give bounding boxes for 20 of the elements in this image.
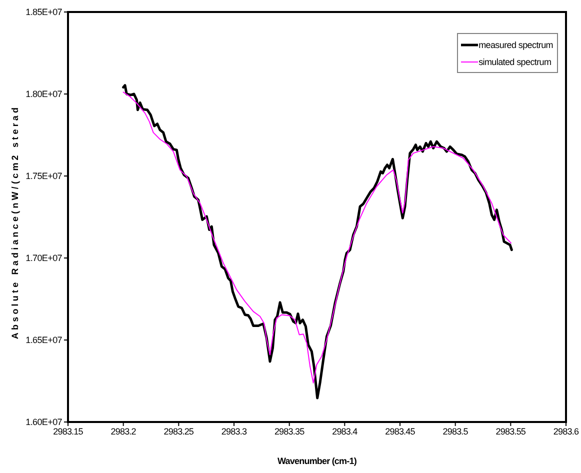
y-tick-label: 1.65E+07 xyxy=(26,335,62,346)
x-axis-title: Wavenumber (cm-1) xyxy=(278,456,357,466)
legend-label: measured spectrum xyxy=(478,40,553,50)
x-tick-label: 2983.4 xyxy=(332,426,358,436)
x-tick-label: 2983.3 xyxy=(221,426,247,436)
x-tick-label: 2983.35 xyxy=(274,426,305,436)
x-tick-label: 2983.6 xyxy=(553,426,579,436)
y-axis-title: Absolute Radiance(nW/(cm2 sterad xyxy=(10,104,20,340)
x-tick-label: 2983.45 xyxy=(385,426,416,436)
y-tick-label: 1.80E+07 xyxy=(26,89,62,100)
x-tick-label: 2983.55 xyxy=(496,426,526,436)
x-tick-label: 2983.25 xyxy=(164,426,194,436)
x-tick-label: 2983.2 xyxy=(110,426,136,436)
legend-label: simulated spectrum xyxy=(478,56,552,66)
x-tick-label: 2983.5 xyxy=(442,426,468,436)
y-tick-label: 1.85E+07 xyxy=(26,7,62,18)
y-tick-label: 1.70E+07 xyxy=(26,253,62,264)
x-tick-label: 2983.15 xyxy=(53,426,84,436)
y-tick-label: 1.75E+07 xyxy=(26,171,62,182)
y-tick-label: 1.60E+07 xyxy=(26,417,62,428)
